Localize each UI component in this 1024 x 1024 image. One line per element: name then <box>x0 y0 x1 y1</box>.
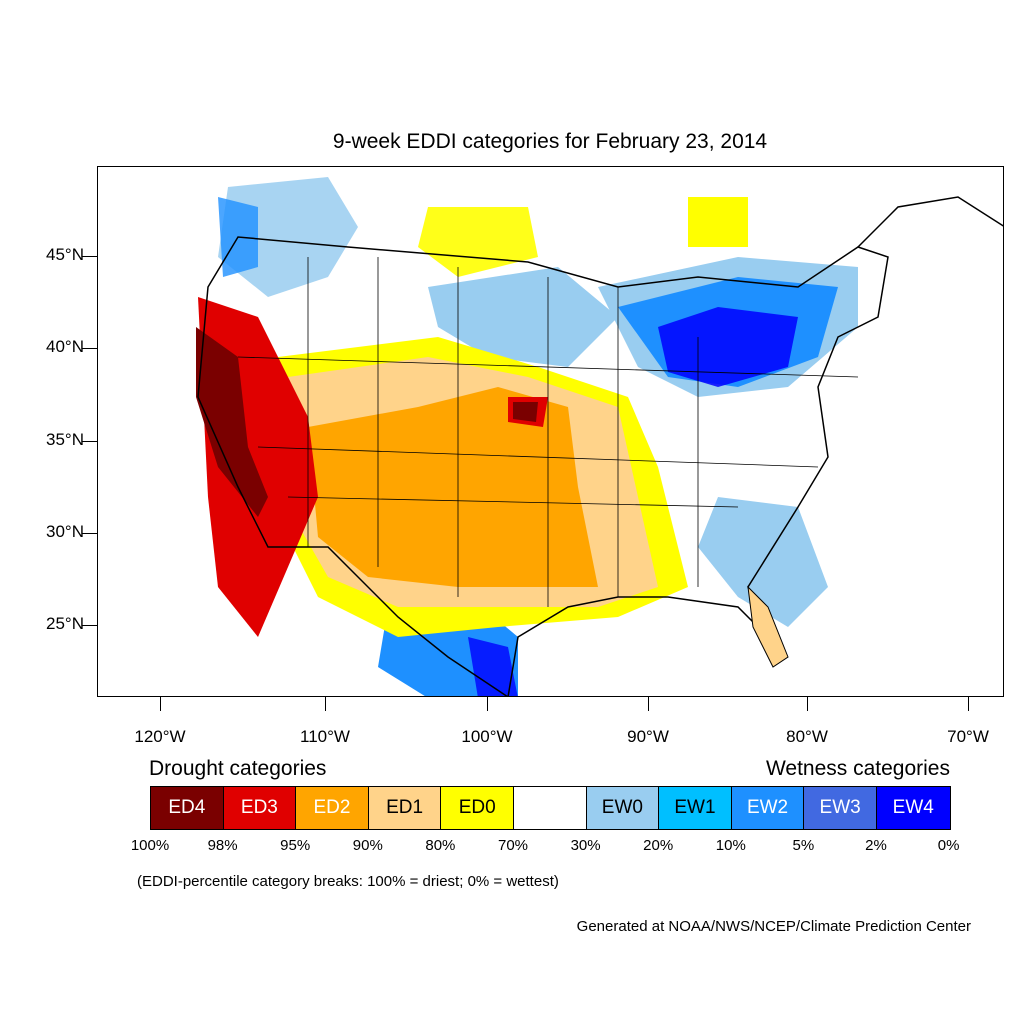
lon-tick <box>487 697 488 711</box>
dry-region-ed4-nebraska <box>513 402 538 422</box>
legend-percent-label: 80% <box>425 837 456 854</box>
category-note: (EDDI-percentile category breaks: 100% =… <box>137 873 559 890</box>
lon-tick <box>160 697 161 711</box>
legend-swatch-normal <box>513 787 587 829</box>
legend-swatch-ed1: ED1 <box>368 787 442 829</box>
legend-percent-label: 20% <box>643 837 674 854</box>
legend-color-bar: ED4 ED3 ED2 ED1 ED0 EW0 EW1 EW2 EW3 EW4 <box>150 786 951 830</box>
florida <box>747 585 789 668</box>
wet-region-northern-plains <box>428 267 618 367</box>
lat-label-35n: 35°N <box>46 430 84 449</box>
legend-percent-label: 98% <box>207 837 238 854</box>
lat-label-40n: 40°N <box>46 337 84 356</box>
lat-tick <box>82 625 97 626</box>
legend-percent-label: 100% <box>130 837 170 854</box>
legend-percent-label: 90% <box>352 837 383 854</box>
lat-label-25n: 25°N <box>46 614 84 633</box>
legend-heading-drought: Drought categories <box>149 757 327 780</box>
legend-swatch-ew3: EW3 <box>804 787 877 829</box>
legend-swatch-ew0: EW0 <box>586 787 660 829</box>
lat-tick <box>82 256 97 257</box>
legend-swatch-ed0: ED0 <box>441 787 514 829</box>
legend-percent-label: 70% <box>497 837 529 854</box>
eddi-map <box>97 166 1004 697</box>
lon-tick <box>325 697 326 711</box>
canada-coast <box>857 196 1003 248</box>
dry-region-ed0-michigan <box>688 197 748 247</box>
state-borders <box>237 257 859 607</box>
credit-line: Generated at NOAA/NWS/NCEP/Climate Predi… <box>576 918 971 935</box>
legend-heading-wetness: Wetness categories <box>765 757 950 780</box>
legend-percent-label: 0% <box>937 837 960 854</box>
lat-label-30n: 30°N <box>46 522 84 541</box>
lon-tick <box>807 697 808 711</box>
legend-swatch-ew4: EW4 <box>876 787 950 829</box>
lon-label-80w: 80°W <box>786 727 828 746</box>
legend-swatch-ed4: ED4 <box>151 787 224 829</box>
lat-tick <box>82 441 97 442</box>
lon-tick <box>968 697 969 711</box>
lat-tick <box>82 533 97 534</box>
legend-percent-label: 5% <box>792 837 815 854</box>
legend-swatch-ed2: ED2 <box>296 787 369 829</box>
lon-label-70w: 70°W <box>947 727 989 746</box>
lat-tick <box>82 348 97 349</box>
legend-swatch-ew1: EW1 <box>659 787 732 829</box>
lon-label-100w: 100°W <box>461 727 513 746</box>
dry-region-ed0-north <box>418 207 538 277</box>
lon-label-110w: 110°W <box>300 727 350 746</box>
map-title: 9-week EDDI categories for February 23, … <box>332 130 768 153</box>
wet-region-texas-core <box>468 637 518 696</box>
legend-percent-label: 30% <box>570 837 601 854</box>
lat-label-45n: 45°N <box>46 245 84 264</box>
lon-label-90w: 90°W <box>627 727 669 746</box>
legend-swatch-ed3: ED3 <box>223 787 297 829</box>
wet-region-great-lakes-core <box>658 307 798 387</box>
legend-swatch-ew2: EW2 <box>731 787 805 829</box>
legend-percent-label: 2% <box>865 837 887 854</box>
dry-region-ed2 <box>308 387 598 587</box>
dry-region-ed4-california <box>196 327 268 517</box>
legend-percent-label: 10% <box>715 837 746 854</box>
eddi-map-canvas <box>196 177 1003 696</box>
lon-label-120w: 120°W <box>134 727 186 746</box>
lon-tick <box>648 697 649 711</box>
legend-percent-label: 95% <box>280 837 311 854</box>
